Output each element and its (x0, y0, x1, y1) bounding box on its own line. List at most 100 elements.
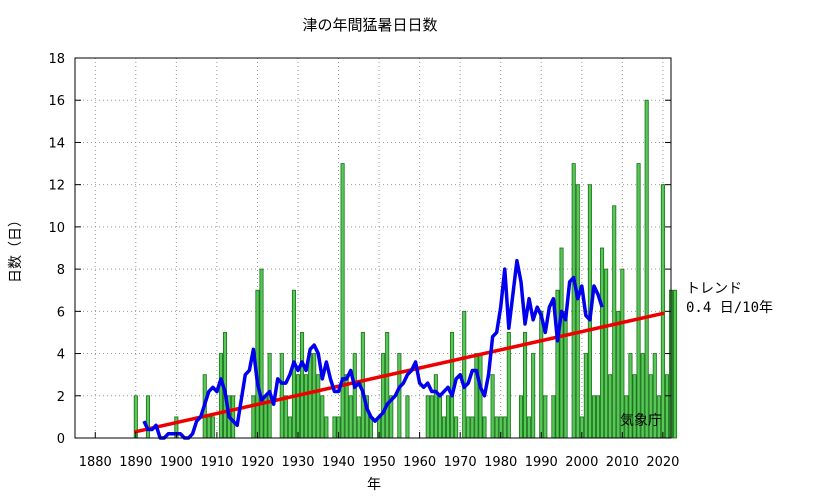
bar (604, 268, 609, 439)
bar (425, 395, 430, 439)
trend-line (134, 311, 665, 434)
source-credit: 気象庁 (620, 413, 662, 429)
moving-average-line (142, 258, 604, 440)
bar (575, 184, 580, 439)
bar (478, 353, 483, 439)
bar (539, 310, 544, 439)
chart-title: 津の年間猛暑日日数 (302, 16, 437, 34)
bar (660, 184, 665, 439)
bar (441, 416, 446, 439)
trend-label: トレンド (686, 281, 742, 297)
bar (494, 416, 499, 439)
bar (429, 395, 434, 439)
bar (644, 99, 649, 439)
bar (551, 395, 556, 439)
bar (470, 416, 475, 439)
bar (352, 353, 357, 439)
bar (324, 416, 329, 439)
lines (134, 258, 665, 440)
bar (583, 353, 588, 439)
y-tick-label: 18 (48, 52, 65, 67)
bar (385, 332, 390, 439)
trend-value: 0.4 日/10年 (686, 300, 773, 316)
bar (482, 416, 487, 439)
bar (673, 289, 678, 439)
x-axis-label: 年 (367, 477, 381, 493)
bar (612, 205, 617, 439)
bar (608, 374, 613, 439)
bar (559, 247, 564, 439)
x-tick-label: 1980 (484, 455, 517, 470)
bar (320, 395, 325, 439)
bar (231, 395, 236, 439)
bar (295, 374, 301, 439)
x-tick-label: 1960 (403, 455, 436, 470)
bar (591, 395, 596, 439)
bar (454, 416, 459, 439)
bar (348, 395, 353, 439)
bar (474, 353, 479, 439)
bar (145, 395, 151, 439)
x-tick-label: 1950 (363, 455, 396, 470)
x-tick-label: 2020 (646, 455, 679, 470)
bar (218, 353, 223, 439)
bar (283, 395, 288, 439)
y-axis-label: 日数（日） (8, 213, 24, 283)
bars (133, 99, 678, 439)
axes: 1880 1890 1900 1910 1920 1930 1940 1950 1960 1970… (48, 52, 679, 470)
y-tick-label: 0 (57, 432, 65, 447)
x-tick-label: 1920 (241, 455, 274, 470)
bar (600, 247, 605, 439)
bar (571, 163, 576, 439)
bar (308, 353, 313, 439)
bar (381, 353, 386, 439)
bar (437, 395, 442, 439)
y-tick-label: 14 (48, 136, 65, 151)
y-tick-label: 2 (57, 390, 65, 405)
x-tick-label: 1940 (322, 455, 355, 470)
bar (300, 332, 305, 439)
bar (523, 332, 528, 439)
y-tick-label: 6 (57, 305, 65, 320)
x-tick-label: 2000 (565, 455, 598, 470)
bar (316, 374, 321, 439)
bar (433, 374, 438, 439)
x-tick-label: 1990 (525, 455, 558, 470)
bar (664, 374, 669, 439)
bar (251, 395, 256, 439)
bar (636, 163, 641, 439)
bar (490, 374, 495, 439)
bar (340, 163, 345, 439)
bar (531, 353, 536, 439)
y-tick-label: 12 (48, 179, 65, 194)
y-tick-label: 4 (57, 348, 65, 363)
bar (518, 395, 524, 439)
bar (356, 416, 361, 439)
bar (595, 395, 601, 439)
bar (332, 416, 337, 439)
bar (287, 416, 292, 439)
plot-frame (74, 57, 672, 439)
y-tick-label: 8 (57, 263, 65, 278)
x-tick-label: 1910 (200, 455, 233, 470)
bar (304, 374, 309, 439)
x-tick-label: 1890 (119, 455, 152, 470)
x-tick-label: 1930 (281, 455, 314, 470)
bar (466, 416, 471, 439)
x-tick-label: 1970 (444, 455, 477, 470)
x-tick-label: 1900 (160, 455, 193, 470)
bar (279, 353, 284, 439)
bar (543, 395, 548, 439)
bar (206, 416, 211, 439)
y-tick-label: 16 (48, 94, 65, 109)
bar (502, 416, 507, 439)
bar (312, 353, 317, 439)
bar (259, 268, 264, 439)
x-tick-label: 2010 (606, 455, 639, 470)
bar (462, 310, 467, 439)
bar (397, 353, 402, 439)
x-tick-label: 1880 (79, 455, 112, 470)
bar (445, 395, 451, 439)
bar (527, 416, 532, 439)
